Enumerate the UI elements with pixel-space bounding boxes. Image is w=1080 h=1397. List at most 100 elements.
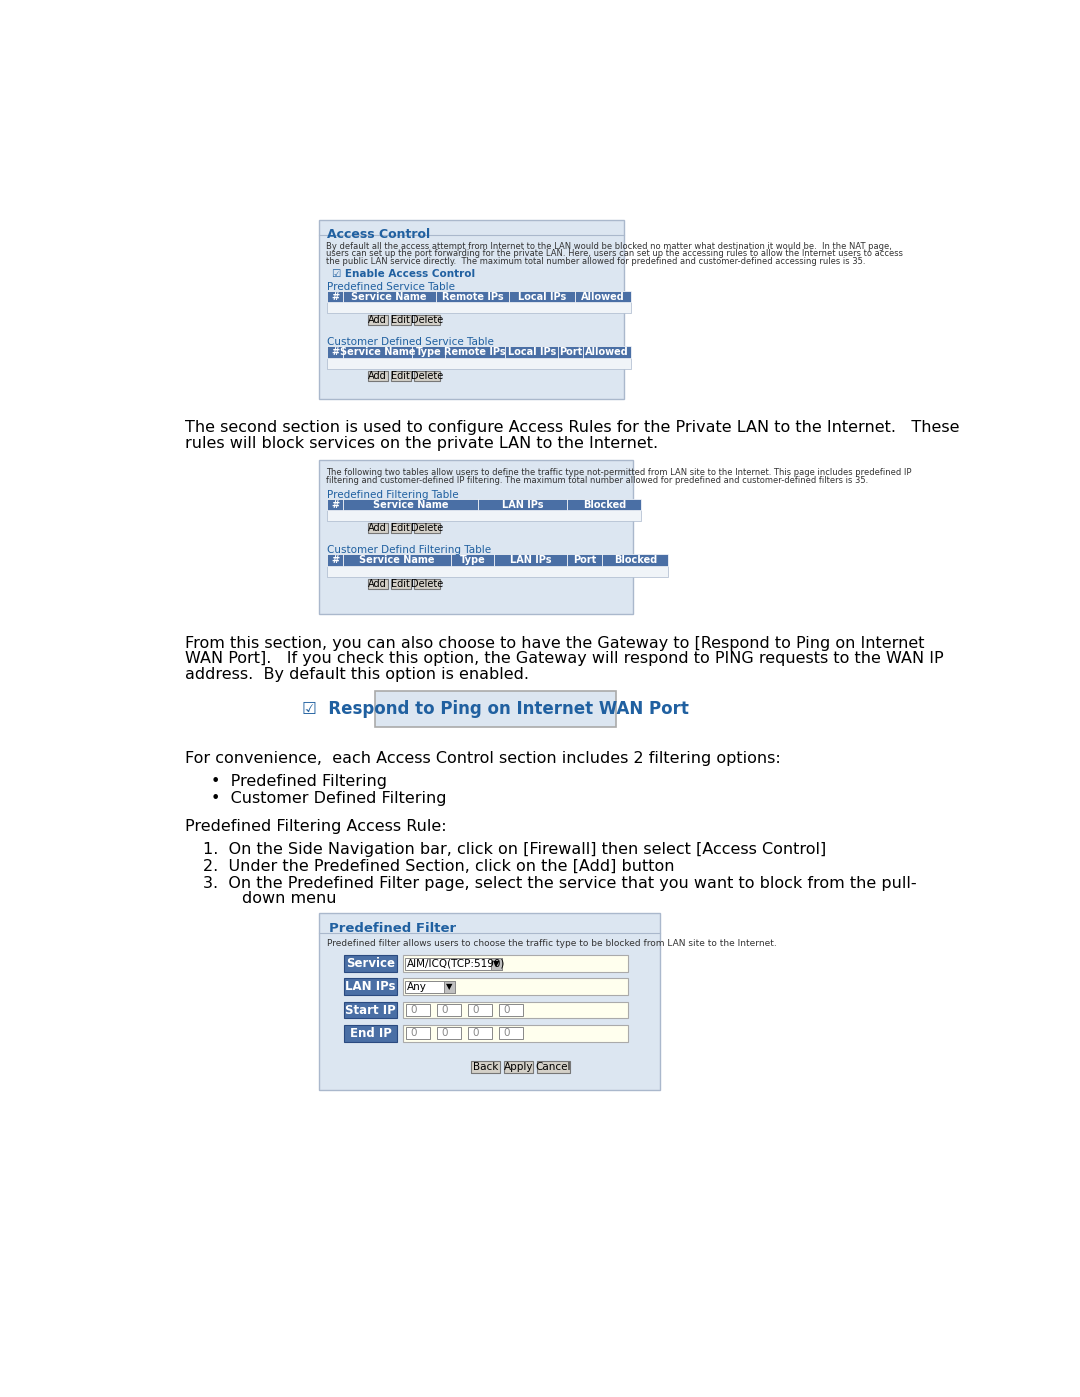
Bar <box>451 555 494 566</box>
Bar <box>368 372 389 381</box>
Text: Delete: Delete <box>411 372 443 381</box>
Bar <box>504 1060 534 1073</box>
Text: Service Name: Service Name <box>340 346 416 358</box>
Bar <box>327 499 342 510</box>
Bar <box>368 580 389 590</box>
Text: Any: Any <box>407 982 427 992</box>
Text: Local IPs: Local IPs <box>518 292 566 302</box>
Text: the public LAN service directly.  The maximum total number allowed for predefine: the public LAN service directly. The max… <box>326 257 865 265</box>
Text: LAN IPs: LAN IPs <box>346 981 396 993</box>
Bar <box>320 219 624 398</box>
Bar <box>345 1024 397 1042</box>
Text: users can set up the port forwarding for the private LAN. Here, users can set up: users can set up the port forwarding for… <box>326 249 903 258</box>
Bar <box>444 981 455 993</box>
Text: Remote IPs: Remote IPs <box>442 292 503 302</box>
Bar <box>435 291 510 302</box>
Bar <box>499 1004 523 1016</box>
Bar <box>437 1004 460 1016</box>
Text: 2.  Under the Predefined Section, click on the [Add] button: 2. Under the Predefined Section, click o… <box>203 859 675 875</box>
Bar <box>567 555 603 566</box>
Text: Add: Add <box>368 524 387 534</box>
Text: Type: Type <box>416 346 442 358</box>
Text: The following two tables allow users to define the traffic type not-permitted fr: The following two tables allow users to … <box>326 468 912 476</box>
Bar <box>403 1024 627 1042</box>
Bar <box>391 578 410 588</box>
Text: address.  By default this option is enabled.: address. By default this option is enabl… <box>186 666 529 682</box>
Bar <box>583 346 631 358</box>
Text: By default all the access attempt from Internet to the LAN would be blocked no m: By default all the access attempt from I… <box>326 242 891 250</box>
Text: Local IPs: Local IPs <box>508 346 556 358</box>
Bar <box>327 555 342 566</box>
Text: Add: Add <box>368 316 387 326</box>
Bar <box>392 372 411 381</box>
Text: #: # <box>330 292 339 302</box>
Text: Service Name: Service Name <box>360 555 434 564</box>
Bar <box>415 580 441 590</box>
Bar <box>345 978 397 996</box>
Text: Add: Add <box>368 578 387 588</box>
Bar <box>391 372 410 381</box>
Text: Predefined Filter: Predefined Filter <box>328 922 456 935</box>
Text: Remote IPs: Remote IPs <box>444 346 507 358</box>
Text: Delete: Delete <box>411 578 443 588</box>
Text: #: # <box>330 555 339 564</box>
Bar <box>490 958 501 970</box>
Text: Port: Port <box>573 555 596 564</box>
Text: ▼: ▼ <box>446 982 453 992</box>
Text: Start IP: Start IP <box>346 1003 396 1017</box>
Bar <box>504 1062 535 1074</box>
Text: Allowed: Allowed <box>581 292 625 302</box>
Text: Blocked: Blocked <box>582 500 626 510</box>
Text: Service Name: Service Name <box>351 292 427 302</box>
Bar <box>391 316 410 326</box>
Bar <box>471 1062 501 1074</box>
Bar <box>414 316 441 326</box>
Text: Delete: Delete <box>411 524 443 534</box>
Text: Edit: Edit <box>391 524 410 534</box>
Bar <box>342 346 413 358</box>
Bar <box>367 524 388 534</box>
Text: Access Control: Access Control <box>327 228 430 240</box>
Bar <box>403 978 627 996</box>
Text: Predefined Filtering Table: Predefined Filtering Table <box>327 489 459 500</box>
Bar <box>345 1002 397 1018</box>
Bar <box>405 958 501 970</box>
Text: 0: 0 <box>472 1028 478 1038</box>
Bar <box>603 555 669 566</box>
Bar <box>327 566 669 577</box>
Text: 0: 0 <box>503 1004 510 1016</box>
Bar <box>414 372 441 381</box>
Bar <box>405 981 455 993</box>
Text: #: # <box>330 346 339 358</box>
Bar <box>345 956 397 972</box>
Bar <box>415 524 441 534</box>
Bar <box>537 1060 570 1073</box>
Text: 0: 0 <box>472 1004 478 1016</box>
Text: •  Customer Defined Filtering: • Customer Defined Filtering <box>211 791 446 806</box>
Text: 0: 0 <box>410 1004 417 1016</box>
Bar <box>414 578 441 588</box>
Text: 0: 0 <box>503 1028 510 1038</box>
Bar <box>327 346 342 358</box>
Bar <box>538 1062 570 1074</box>
Text: ☑ Enable Access Control: ☑ Enable Access Control <box>332 270 475 279</box>
Text: Apply: Apply <box>504 1062 534 1071</box>
Text: AIM/ICQ(TCP:5190): AIM/ICQ(TCP:5190) <box>407 958 505 970</box>
Bar <box>478 499 567 510</box>
Text: Edit: Edit <box>391 578 410 588</box>
Text: rules will block services on the private LAN to the Internet.: rules will block services on the private… <box>186 436 659 451</box>
Bar <box>406 1027 430 1039</box>
Bar <box>391 524 410 534</box>
Text: The second section is used to configure Access Rules for the Private LAN to the : The second section is used to configure … <box>186 420 960 436</box>
Bar <box>469 1027 491 1039</box>
Bar <box>413 346 445 358</box>
Text: #: # <box>330 500 339 510</box>
Text: End IP: End IP <box>350 1027 392 1039</box>
Text: Cancel: Cancel <box>536 1062 571 1071</box>
Bar <box>375 692 616 726</box>
Text: Back: Back <box>473 1062 498 1071</box>
Bar <box>415 372 441 381</box>
Bar <box>406 1004 430 1016</box>
Bar <box>403 956 627 972</box>
Text: Delete: Delete <box>411 316 443 326</box>
